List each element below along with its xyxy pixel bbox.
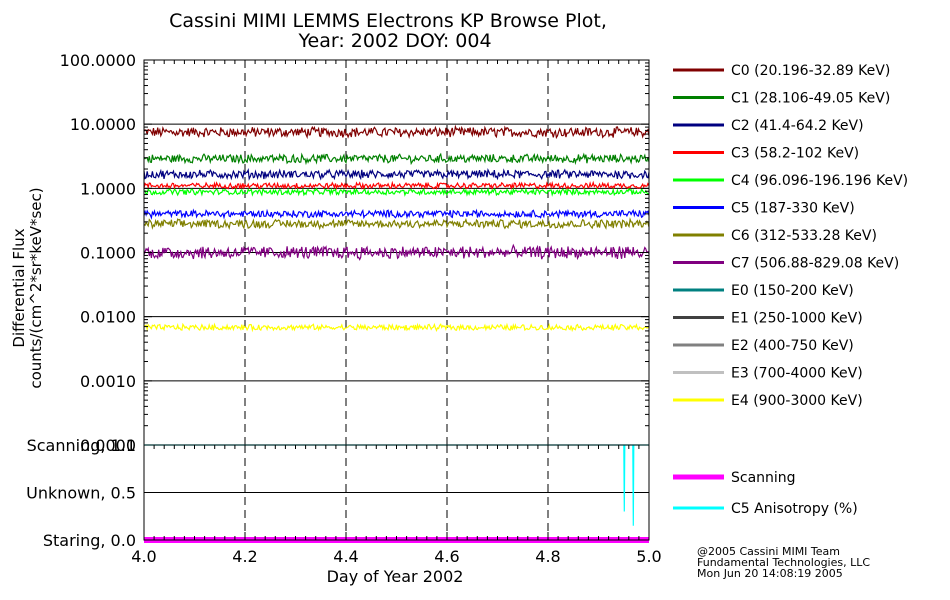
mode-y-ticks: Scanning, 1.0 Unknown, 0.5 Staring, 0.0 [26,436,150,550]
series-line-c7 [143,243,650,261]
series-line-c1 [143,152,650,166]
flux-y-tick-label: 100.0000 [60,51,136,70]
legend-label: C1 (28.106-49.05 KeV) [731,91,890,107]
series-line-c5 [143,208,650,220]
legend-label: E1 (250-1000 KeV) [731,311,863,327]
mode-gridlines [144,445,649,540]
legend-label: Scanning [731,470,796,486]
legend-label: C5 (187-330 KeV) [731,201,855,217]
x-tick-label: 4.4 [333,547,358,566]
y-axis-label: Differential Flux [10,228,28,347]
footer-copyright: @2005 Cassini MIMI Team [697,545,840,558]
flux-plot-area: 100.0000 10.0000 1.0000 0.1000 0.0100 0.0010 0… [60,51,650,455]
series-line-c3 [143,180,650,191]
legend-label: C6 (312-533.28 KeV) [731,228,877,244]
legend-label: C4 (96.096-196.196 KeV) [731,173,908,189]
flux-y-tick-label: 10.0000 [70,115,136,134]
flux-y-tick-label: 0.0010 [80,372,136,391]
x-tick-label: 4.6 [434,547,459,566]
chart-title: Cassini MIMI LEMMS Electrons KP Browse P… [169,10,607,32]
series-line-c0 [143,124,650,140]
mode-y-tick-label: Scanning, 1.0 [27,436,136,455]
series-line-c2 [143,167,650,181]
x-tick-label: 5.0 [636,547,661,566]
chart-subtitle: Year: 2002 DOY: 004 [297,30,491,52]
y-axis-unit-label: counts/(cm^2*sr*keV*sec) [27,187,45,388]
flux-y-tick-label: 0.0100 [80,308,136,327]
series-line-e4 [143,322,650,333]
flux-legend: C0 (20.196-32.89 KeV) C1 (28.106-49.05 Ke… [673,63,908,409]
footer-company: Fundamental Technologies, LLC [697,556,870,569]
legend-label: E3 (700-4000 KeV) [731,366,863,382]
x-axis-ticks: 4.0 4.2 4.4 4.6 4.8 5.0 [131,60,662,566]
legend-label: E4 (900-3000 KeV) [731,393,863,409]
x-tick-label: 4.8 [535,547,560,566]
flux-y-tick-label: 0.1000 [80,244,136,263]
x-axis-label: Day of Year 2002 [327,567,464,586]
legend-label: C0 (20.196-32.89 KeV) [731,63,890,79]
flux-y-tick-label: 1.0000 [80,179,136,198]
flux-y-ticks: 100.0000 10.0000 1.0000 0.1000 0.0100 0.0010 0… [60,51,649,455]
x-tick-label: 4.2 [232,547,257,566]
x-tick-label: 4.0 [131,547,156,566]
flux-series-group [143,124,650,333]
legend-label: C3 (58.2-102 KeV) [731,146,859,162]
flux-y-tick-label: 0.0001 [80,436,136,455]
mode-y-tick-label: Staring, 0.0 [43,531,136,550]
footer-timestamp: Mon Jun 20 14:08:19 2005 [697,567,843,580]
series-line-c4 [143,187,650,197]
legend-label: E2 (400-750 KeV) [731,338,854,354]
legend-label: C2 (41.4-64.2 KeV) [731,118,864,134]
legend-label: C5 Anisotropy (%) [731,501,858,517]
series-line-c5 [144,444,649,526]
mode-y-tick-label: Unknown, 0.5 [26,484,136,503]
mode-legend: Scanning C5 Anisotropy (%) [673,470,858,517]
mode-plot-area: Scanning, 1.0 Unknown, 0.5 Staring, 0.0 [26,436,650,550]
legend-label: C7 (506.88-829.08 KeV) [731,256,899,272]
legend-label: E0 (150-200 KeV) [731,283,854,299]
series-line-c6 [143,217,650,231]
